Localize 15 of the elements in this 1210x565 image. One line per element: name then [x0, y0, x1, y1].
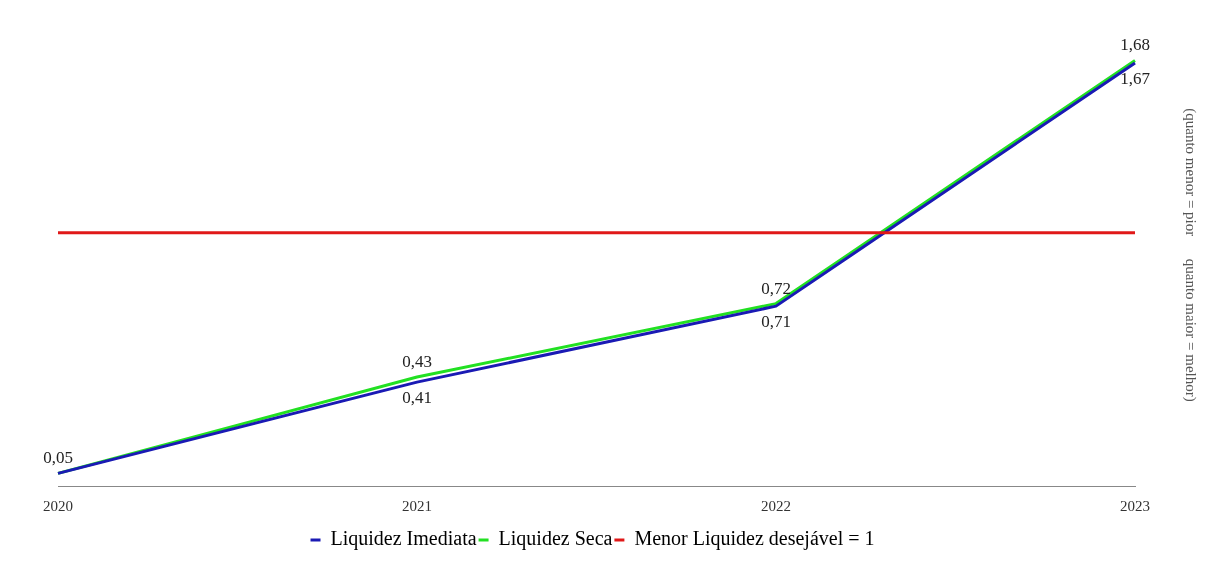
data-label: 0,41	[402, 388, 432, 408]
y-axis-title: (quanto menor = pior quanto maior = melhor)	[1181, 108, 1199, 402]
x-tick-label: 2020	[43, 497, 73, 514]
data-label: 1,67	[1120, 68, 1151, 88]
legend-label: Liquidez Imediata	[330, 527, 477, 551]
data-label: 0,43	[402, 352, 432, 372]
data-label: 1,68	[1120, 35, 1150, 55]
data-label: 0,72	[761, 278, 791, 298]
x-tick-label: 2022	[761, 497, 791, 514]
legend-label: Liquidez Seca	[498, 527, 613, 551]
x-tick-label: 2021	[402, 497, 432, 514]
data-label: 0,05	[43, 448, 73, 468]
x-tick-label: 2023	[1120, 497, 1150, 514]
data-label: 0,71	[761, 312, 791, 332]
legend-label: Menor Liquidez desejável = 1	[634, 527, 875, 551]
